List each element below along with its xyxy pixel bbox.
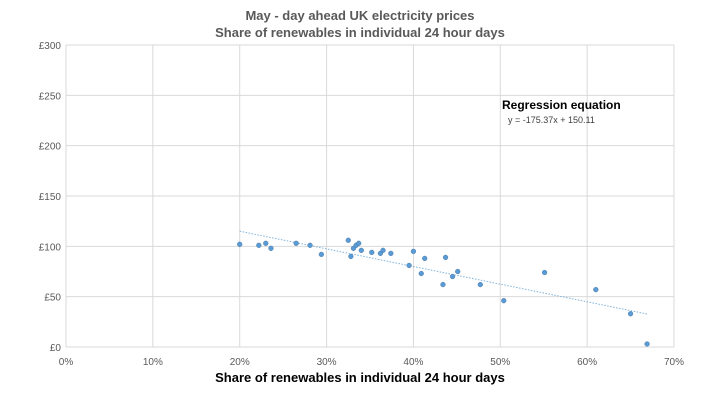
data-point (418, 270, 424, 277)
data-point (380, 247, 386, 253)
data-point (256, 242, 262, 248)
x-tick-label: 10% (143, 357, 163, 368)
data-point (593, 287, 599, 293)
x-axis-label: Share of renewables in individual 24 hou… (215, 370, 505, 385)
chart-title: May - day ahead UK electricity prices (245, 8, 475, 23)
x-tick-label: 0% (59, 357, 74, 368)
data-point (477, 281, 483, 288)
data-point (442, 254, 449, 261)
regression-heading: Regression equation (502, 98, 621, 112)
data-point (388, 250, 394, 256)
data-point (644, 341, 650, 347)
x-tick-label: 20% (230, 357, 250, 368)
data-point (345, 237, 351, 243)
data-point (358, 247, 364, 253)
data-point (440, 281, 446, 288)
chart-subtitle: Share of renewables in individual 24 hou… (215, 25, 505, 40)
data-point (627, 311, 634, 317)
y-tick-label: £300 (39, 41, 62, 52)
data-point (449, 273, 456, 280)
y-tick-label: £50 (44, 293, 61, 304)
data-point (410, 248, 417, 254)
data-point (263, 240, 269, 246)
y-tick-label: £0 (50, 343, 62, 354)
x-tick-label: 70% (664, 357, 684, 368)
data-point (369, 249, 375, 255)
regression-equation: y = -175.37x + 150.11 (508, 115, 595, 125)
y-tick-label: £200 (39, 142, 62, 153)
x-tick-label: 40% (403, 357, 423, 368)
data-point (318, 251, 324, 257)
data-point (307, 242, 313, 248)
data-point (293, 240, 299, 246)
x-tick-label: 50% (490, 357, 510, 368)
data-point (237, 241, 243, 247)
x-tick-label: 60% (577, 357, 597, 368)
data-point (406, 262, 412, 269)
x-tick-label: 30% (317, 357, 337, 368)
data-point (422, 255, 428, 262)
data-point (356, 240, 362, 246)
data-point (348, 253, 354, 260)
y-tick-label: £250 (39, 91, 62, 102)
y-tick-label: £150 (39, 192, 62, 203)
data-point (268, 245, 274, 251)
data-point (455, 268, 461, 275)
data-point (541, 269, 548, 276)
y-tick-label: £100 (39, 242, 62, 253)
data-point (501, 298, 507, 304)
